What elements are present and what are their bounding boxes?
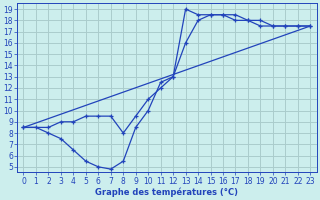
X-axis label: Graphe des températures (°C): Graphe des températures (°C): [95, 187, 238, 197]
